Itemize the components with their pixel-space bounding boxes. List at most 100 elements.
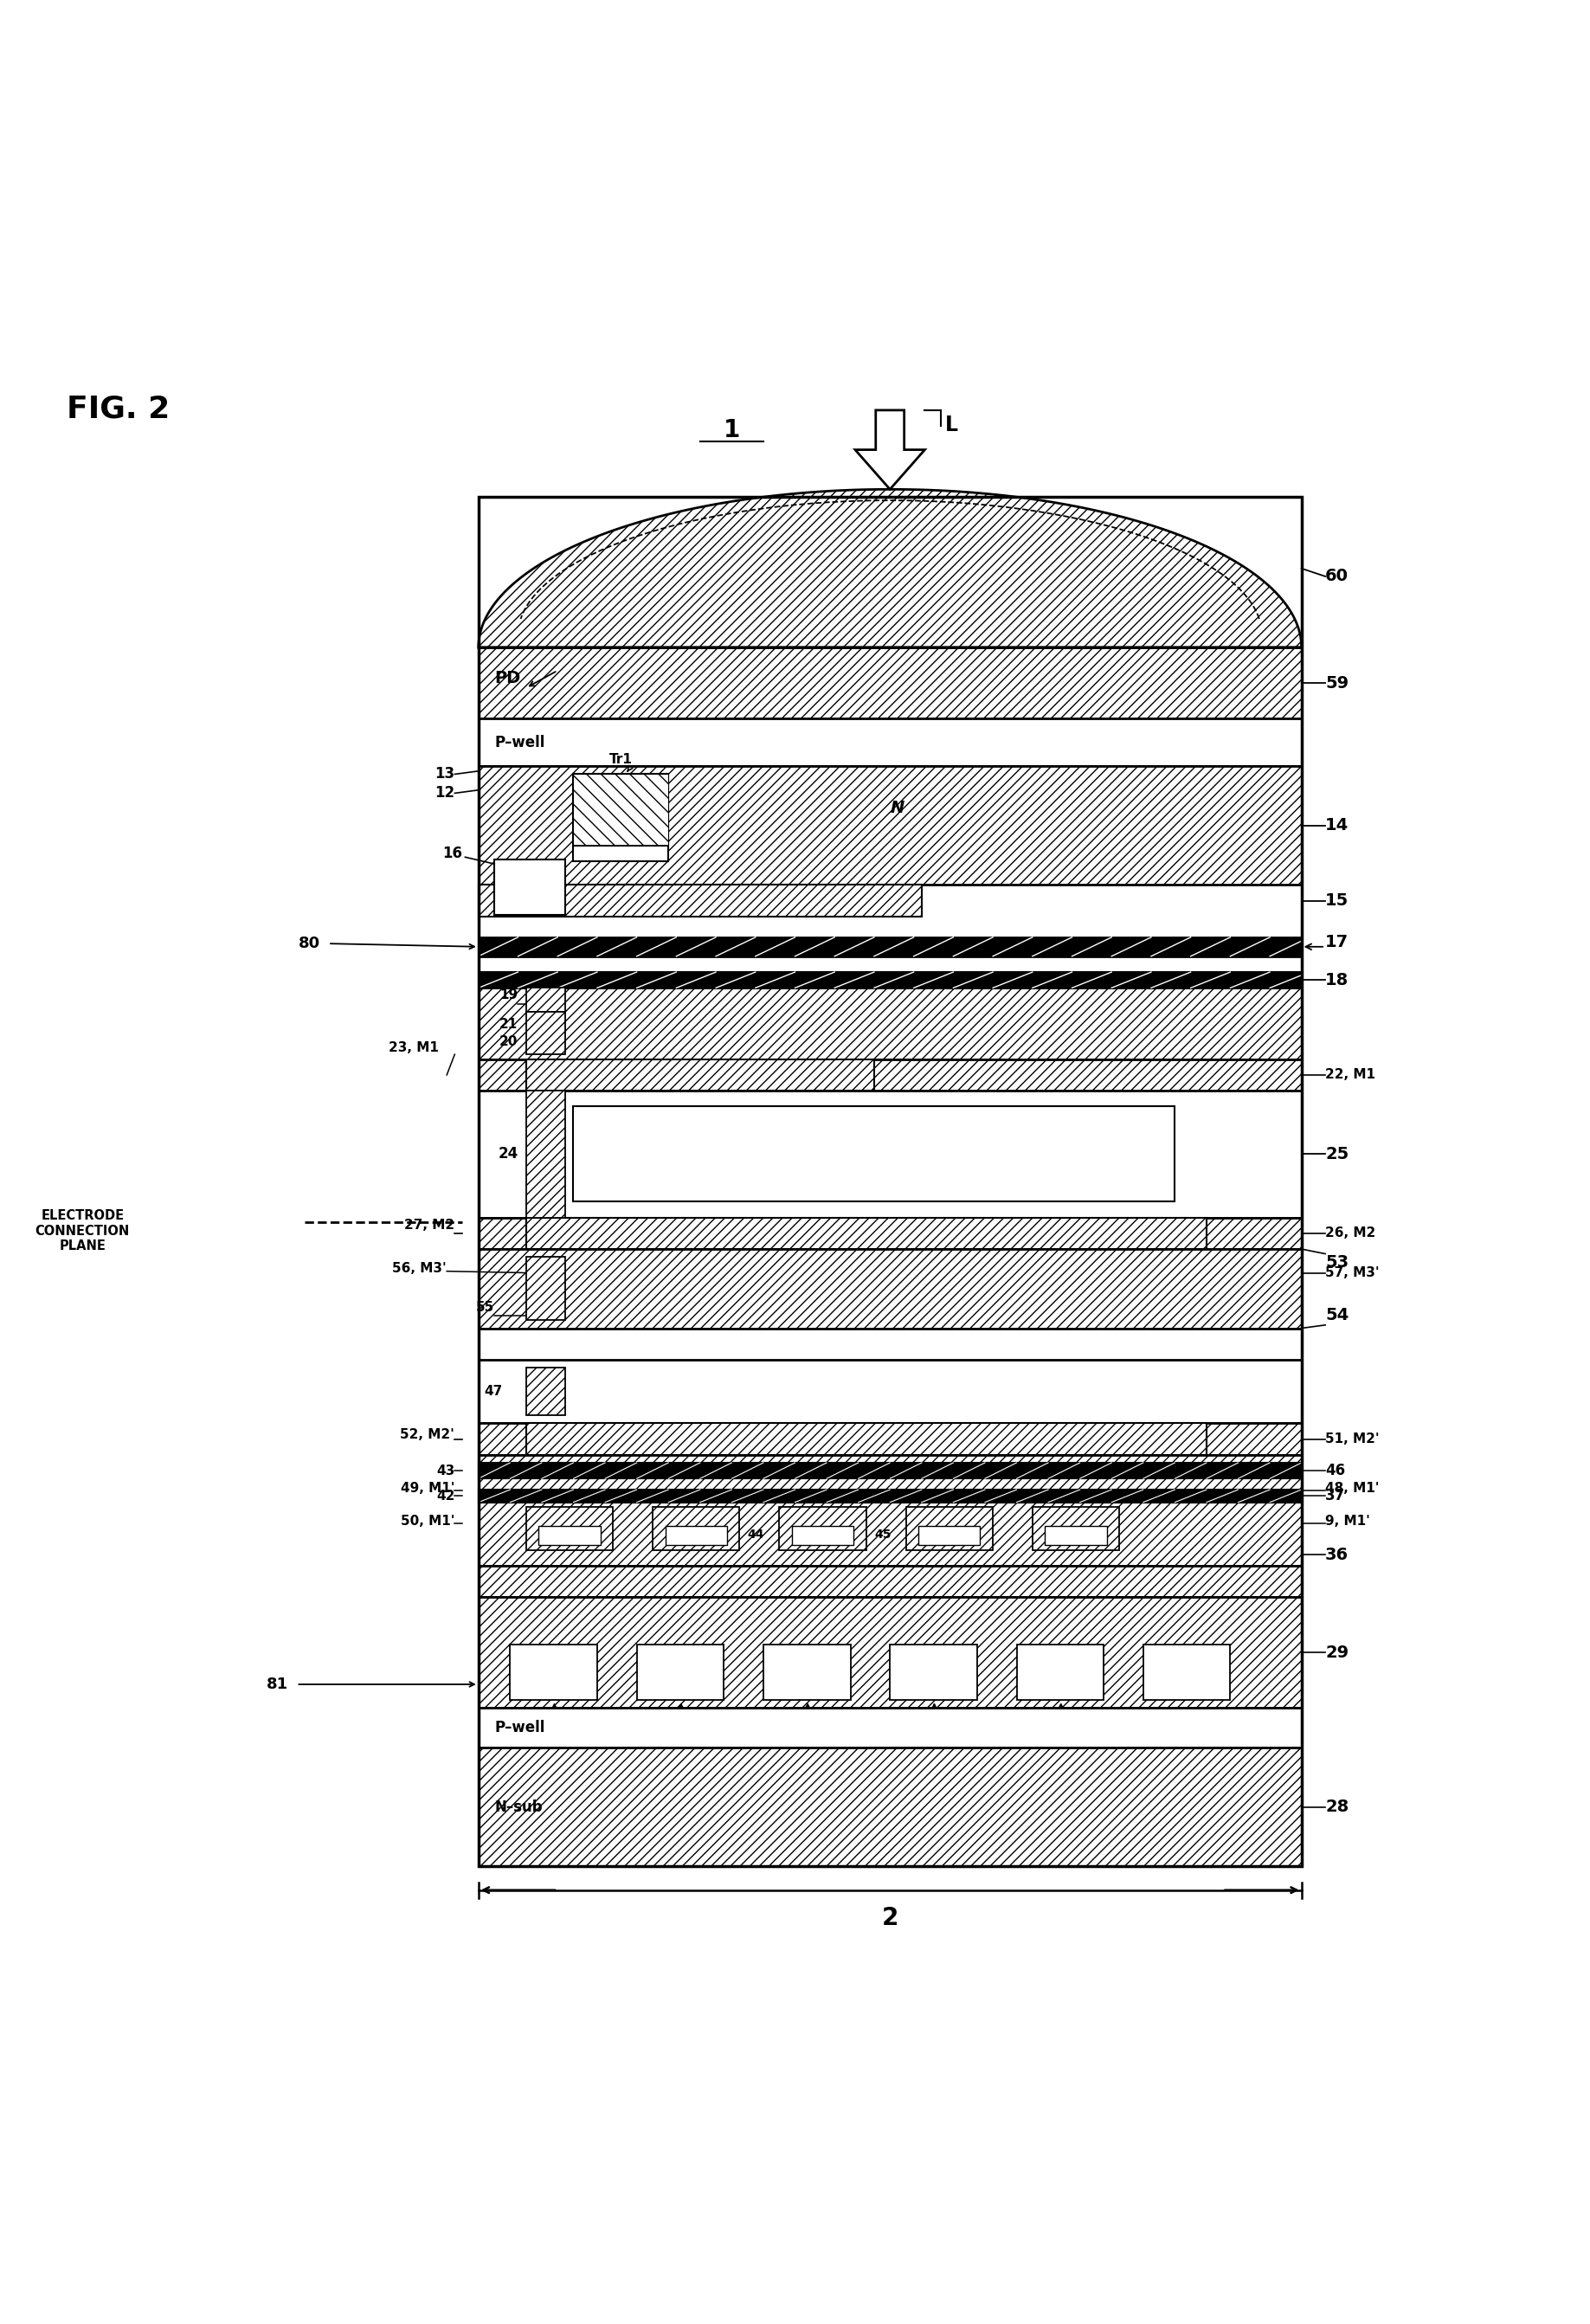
Text: P–well: P–well — [494, 734, 545, 751]
Text: 22, M1: 22, M1 — [1324, 1069, 1375, 1081]
Text: ELECTRODE
CONNECTION
PLANE: ELECTRODE CONNECTION PLANE — [35, 1208, 130, 1253]
Bar — [479, 937, 1302, 955]
Bar — [479, 767, 1302, 885]
Bar — [890, 1645, 976, 1701]
Text: 15: 15 — [1324, 892, 1348, 909]
Text: 46: 46 — [1324, 1462, 1345, 1478]
Text: 25: 25 — [1324, 1146, 1348, 1162]
Bar — [479, 718, 1302, 767]
Text: 47: 47 — [483, 1385, 502, 1399]
Text: 26, M2: 26, M2 — [1324, 1227, 1375, 1239]
Bar — [574, 774, 668, 862]
Bar — [479, 1422, 1302, 1455]
Text: 42: 42 — [436, 1490, 455, 1501]
Text: 12: 12 — [434, 786, 455, 802]
Text: 50, M1': 50, M1' — [401, 1515, 455, 1527]
Text: P–well: P–well — [494, 1720, 545, 1736]
Polygon shape — [855, 409, 925, 490]
Bar — [479, 1462, 1302, 1478]
Bar — [1016, 1645, 1103, 1701]
Bar — [494, 860, 566, 916]
Bar — [526, 988, 566, 1011]
Bar — [526, 1257, 566, 1320]
Bar — [574, 774, 668, 846]
Text: N⁺: N⁺ — [673, 1666, 687, 1678]
Bar — [792, 1527, 854, 1545]
Bar — [526, 1369, 566, 1415]
Text: 19: 19 — [499, 988, 518, 1002]
Text: N⁺: N⁺ — [1180, 1666, 1194, 1678]
Text: 52, M2': 52, M2' — [401, 1427, 455, 1441]
Text: N⁺: N⁺ — [1053, 1666, 1067, 1678]
Text: 51, M2': 51, M2' — [1324, 1432, 1380, 1446]
Text: 53: 53 — [1324, 1255, 1348, 1271]
Bar — [479, 971, 1302, 988]
Text: 28: 28 — [1324, 1799, 1348, 1815]
Text: 37: 37 — [1324, 1487, 1345, 1504]
Text: 44: 44 — [747, 1529, 765, 1541]
Text: 36: 36 — [1324, 1545, 1348, 1562]
Bar — [479, 1248, 1302, 1329]
Bar — [919, 1527, 979, 1545]
Bar — [479, 955, 1302, 971]
Text: 30: 30 — [528, 1727, 547, 1741]
Text: N⁺: N⁺ — [925, 1666, 941, 1678]
Bar — [526, 1422, 1207, 1455]
Bar — [526, 1506, 614, 1550]
Text: L: L — [946, 416, 959, 435]
Text: Tr1: Tr1 — [609, 753, 633, 767]
Bar — [526, 1011, 566, 1055]
Bar — [479, 1708, 1302, 1748]
Text: N: N — [890, 799, 905, 816]
Text: 49, M1': 49, M1' — [401, 1483, 455, 1494]
Text: 56, M3': 56, M3' — [393, 1262, 447, 1276]
Text: 16: 16 — [442, 846, 463, 862]
Bar — [479, 1218, 1302, 1248]
Text: Tr2: Tr2 — [542, 1727, 566, 1741]
Text: 80: 80 — [299, 937, 320, 951]
Bar — [665, 1527, 727, 1545]
Text: 39: 39 — [687, 1511, 706, 1525]
Text: 27, M2: 27, M2 — [404, 1218, 455, 1232]
Bar — [479, 1455, 1302, 1566]
Text: 55: 55 — [475, 1301, 494, 1313]
Bar — [1032, 1506, 1119, 1550]
Text: 1: 1 — [723, 418, 739, 442]
Text: N⁺: N⁺ — [800, 1666, 814, 1678]
Text: 38: 38 — [560, 1511, 579, 1525]
Text: 34: 34 — [908, 1727, 925, 1741]
Text: FIG. 2: FIG. 2 — [67, 395, 170, 423]
Bar — [479, 1597, 1302, 1708]
Bar — [479, 1060, 1302, 1090]
Bar — [479, 1490, 1302, 1501]
Text: 61: 61 — [863, 1146, 886, 1162]
Bar — [636, 1645, 723, 1701]
Bar — [479, 1748, 1302, 1866]
Text: 20: 20 — [499, 1034, 518, 1048]
Text: 57, M3': 57, M3' — [1324, 1267, 1380, 1278]
Text: 40: 40 — [814, 1511, 832, 1525]
Bar — [652, 1506, 739, 1550]
Text: N⁺: N⁺ — [547, 1666, 561, 1678]
Bar — [479, 1566, 1302, 1597]
Bar — [1045, 1527, 1107, 1545]
Text: 60: 60 — [1324, 567, 1348, 586]
Bar — [479, 1090, 1302, 1218]
Text: 14: 14 — [1324, 818, 1348, 834]
Bar — [1143, 1645, 1231, 1701]
Text: PD: PD — [494, 669, 520, 686]
Text: 23, M1: 23, M1 — [390, 1041, 439, 1055]
Text: 21: 21 — [499, 1018, 518, 1032]
Bar — [763, 1645, 851, 1701]
Bar — [574, 1106, 1175, 1202]
Bar — [479, 885, 922, 916]
Text: 35: 35 — [1035, 1727, 1053, 1741]
Text: P⁺: P⁺ — [542, 892, 560, 909]
Bar — [526, 1090, 566, 1218]
Text: 17: 17 — [1324, 934, 1348, 951]
Text: 9, M1': 9, M1' — [1324, 1515, 1371, 1527]
Text: N–sub: N–sub — [494, 1799, 542, 1815]
Text: 24: 24 — [498, 1146, 518, 1162]
Text: Tr4: Tr4 — [797, 1727, 819, 1741]
Bar — [479, 988, 1302, 1060]
